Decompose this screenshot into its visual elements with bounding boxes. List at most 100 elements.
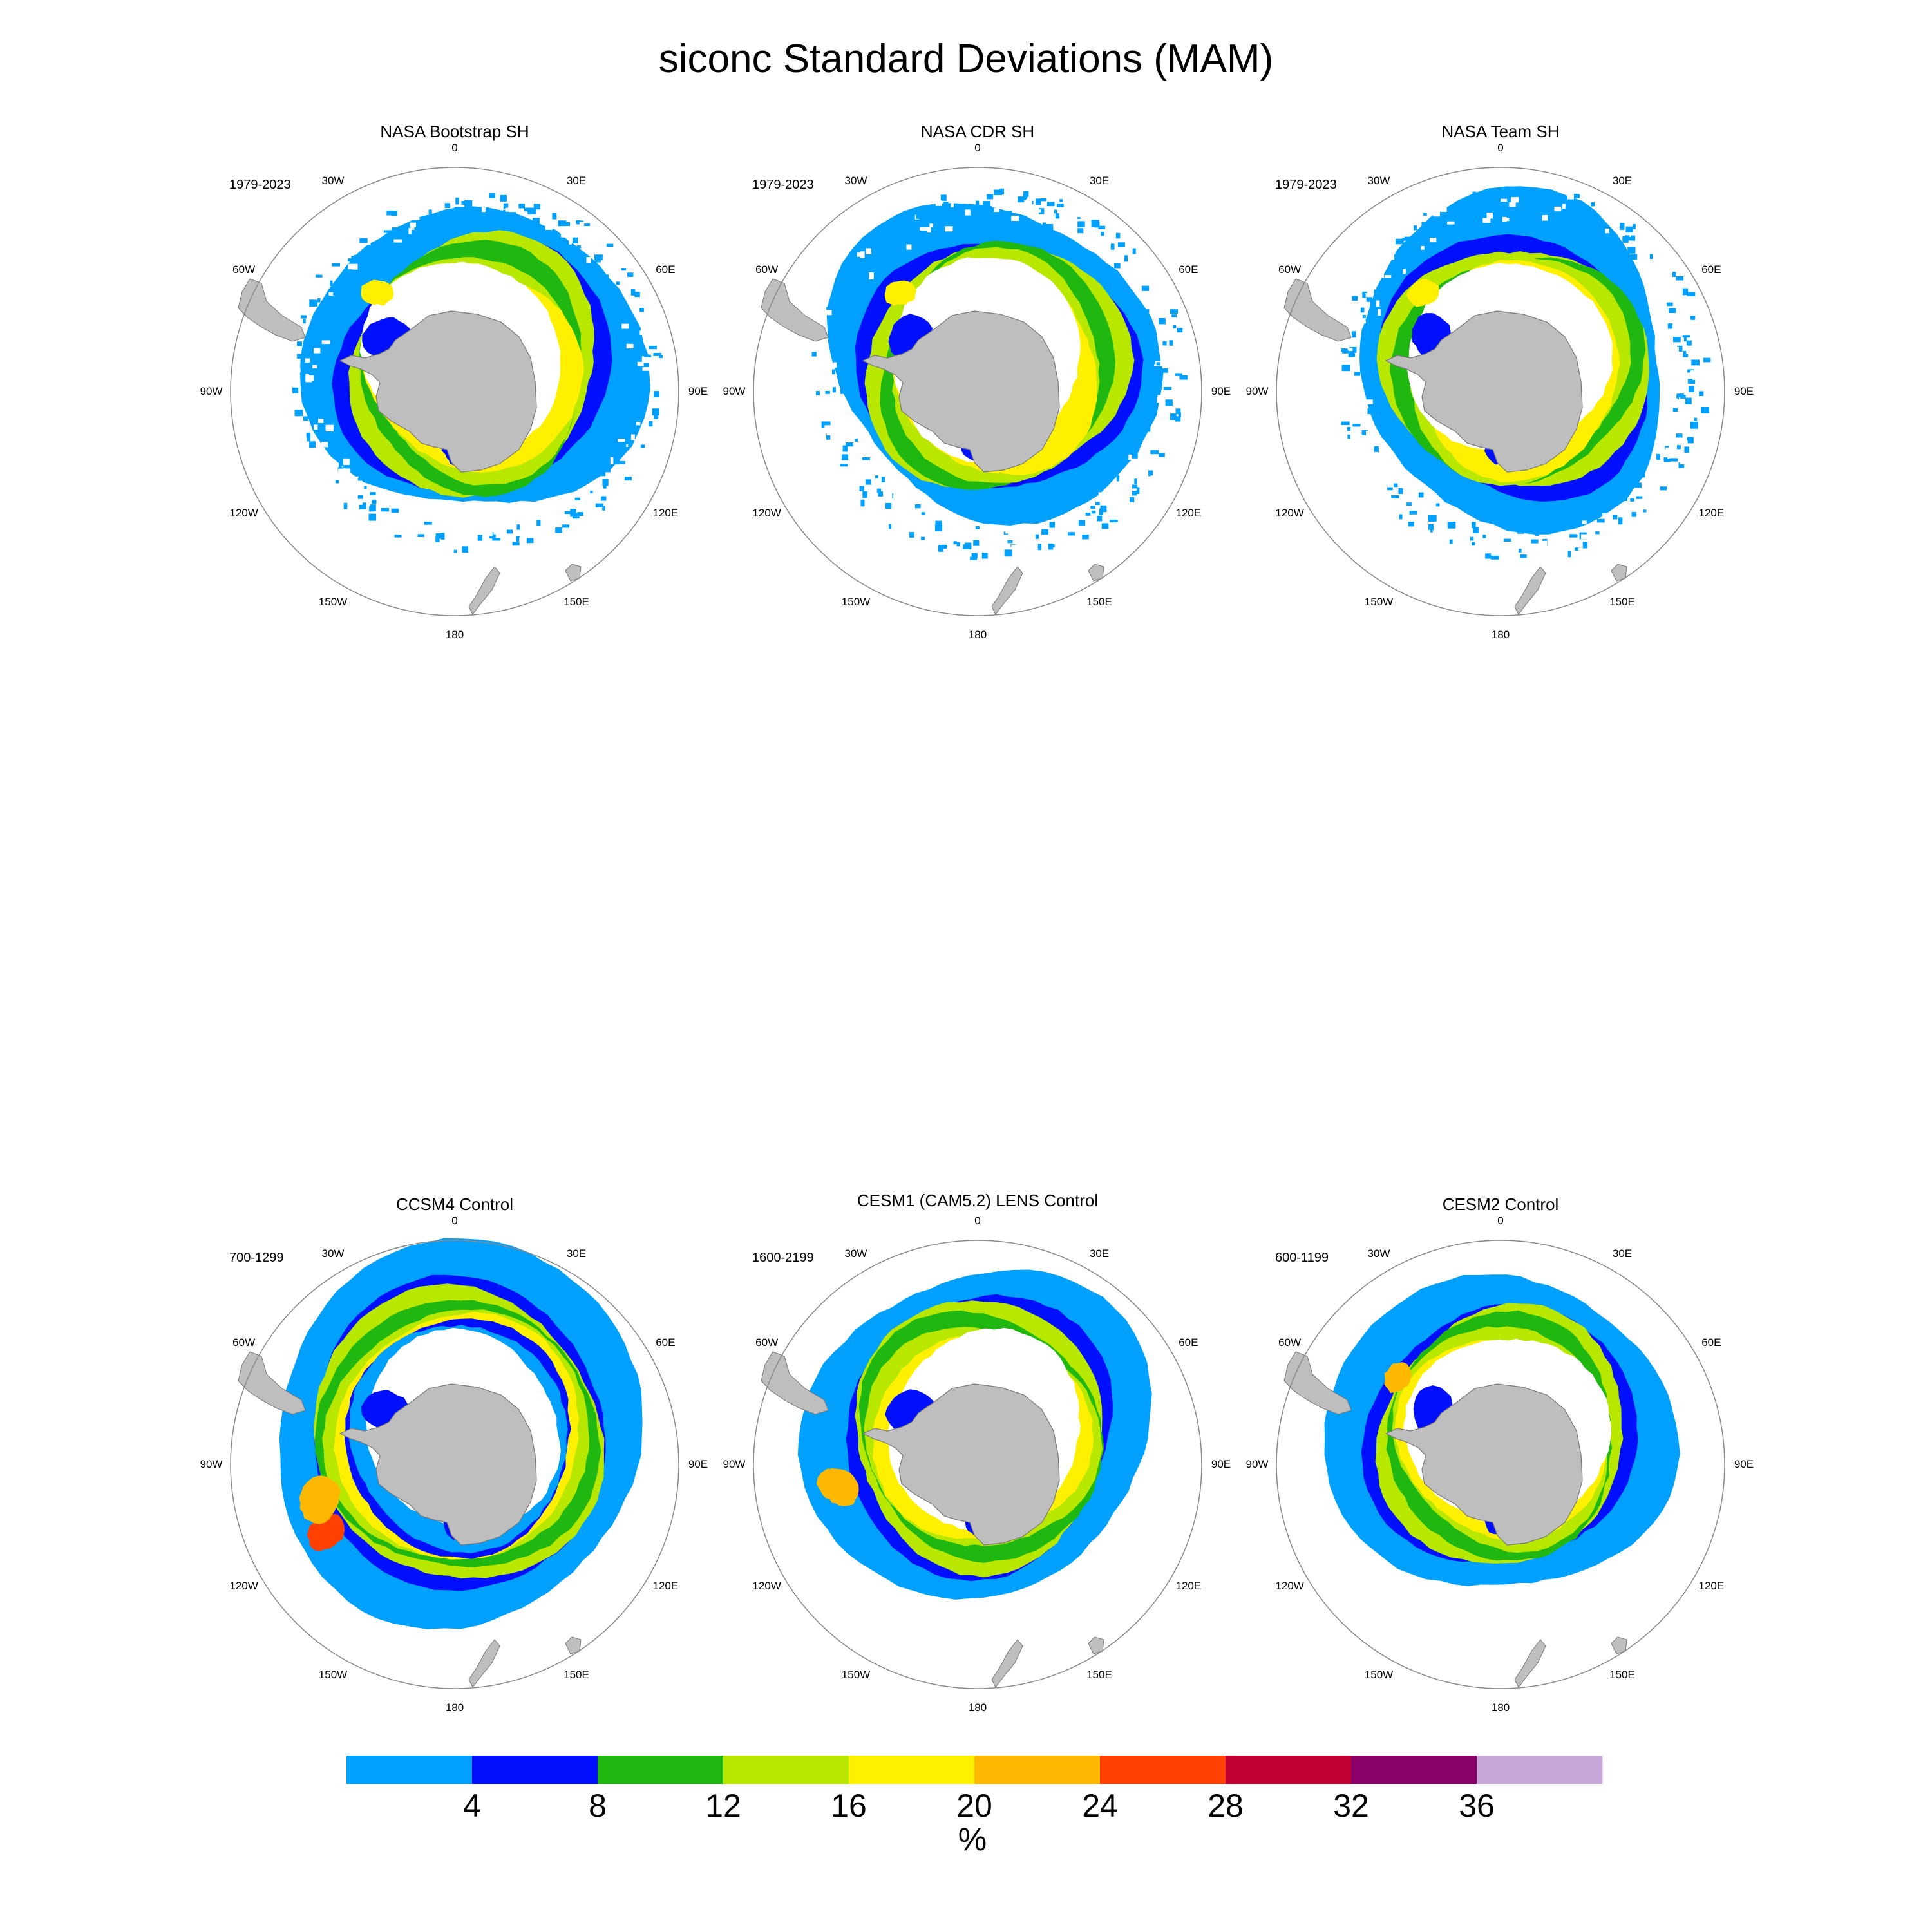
sea-ice-speck xyxy=(1148,470,1153,477)
antarctica-landmass xyxy=(339,310,537,473)
sea-ice-speck xyxy=(518,204,525,209)
sea-ice-speck xyxy=(461,201,468,205)
sea-ice-speck xyxy=(1085,512,1091,516)
sea-ice-speck xyxy=(1068,232,1075,236)
sea-ice-speck xyxy=(841,383,846,390)
sea-ice-speck xyxy=(609,495,616,501)
sea-ice-speck xyxy=(1135,487,1140,495)
sea-ice-speck xyxy=(864,467,869,472)
sea-ice-speck xyxy=(1595,531,1600,535)
sea-ice-speck xyxy=(1703,357,1711,363)
map-2 xyxy=(753,167,1202,616)
sea-ice-speck xyxy=(971,211,979,216)
colorbar-tick-label: 16 xyxy=(831,1788,867,1824)
sea-ice-speck xyxy=(536,520,541,526)
sea-ice-speck xyxy=(935,520,942,525)
sea-ice-speck xyxy=(1687,292,1696,297)
longitude-label: 150W xyxy=(318,1669,348,1681)
south-america-landmass xyxy=(1283,278,1352,342)
south-america-landmass xyxy=(238,1351,306,1415)
sea-ice-speck xyxy=(1341,319,1349,327)
sea-ice-speck xyxy=(1685,364,1689,370)
sea-ice-speck xyxy=(470,542,478,549)
sea-ice-speck xyxy=(306,374,310,377)
tasmania-landmass xyxy=(1611,1636,1627,1654)
sea-ice-speck xyxy=(1055,213,1059,219)
sea-ice-speck xyxy=(1359,348,1366,355)
tasmania-landmass xyxy=(1088,564,1104,582)
sea-ice-speck xyxy=(641,298,647,304)
longitude-label: 0 xyxy=(974,1215,981,1227)
colorbar-tick-label: 32 xyxy=(1333,1788,1369,1824)
sea-ice-speck xyxy=(1339,372,1344,377)
sea-ice-speck xyxy=(1101,516,1105,519)
south-america-landmass xyxy=(761,1351,829,1415)
sea-ice-speck xyxy=(1159,453,1165,457)
sea-ice-speck xyxy=(1030,538,1037,545)
sea-ice-speck xyxy=(1018,553,1022,559)
sea-ice-speck xyxy=(1047,202,1055,207)
sea-ice-speck xyxy=(572,524,580,531)
sea-ice-speck xyxy=(1378,309,1381,316)
sea-ice-speck xyxy=(1370,299,1375,305)
sea-ice-speck xyxy=(512,531,517,537)
sea-ice-speck xyxy=(1602,513,1606,518)
longitude-label: 60W xyxy=(1278,1336,1302,1349)
sea-ice-speck xyxy=(987,194,994,200)
sea-ice-speck xyxy=(1502,216,1507,222)
sea-ice-speck xyxy=(1687,437,1694,441)
sea-ice-speck xyxy=(370,488,374,492)
sea-ice-speck xyxy=(309,340,314,346)
sea-ice-speck xyxy=(509,212,516,219)
longitude-label: 30E xyxy=(1612,174,1633,187)
sea-ice-speck xyxy=(838,405,842,410)
figure-title: siconc Standard Deviations (MAM) xyxy=(658,37,1274,81)
sea-ice-speck xyxy=(464,527,468,531)
new-zealand-landmass xyxy=(991,1639,1023,1688)
sea-ice-speck xyxy=(1669,458,1678,462)
sea-ice-speck xyxy=(617,311,620,315)
sea-ice-speck xyxy=(1066,522,1074,529)
longitude-label: 150E xyxy=(1609,1669,1635,1681)
sea-ice-speck xyxy=(1625,226,1633,233)
tasmania-landmass xyxy=(565,1636,582,1654)
sea-ice-speck xyxy=(1673,398,1678,402)
sea-ice-speck xyxy=(629,417,637,421)
sea-ice-speck xyxy=(1636,496,1643,499)
sea-ice-speck xyxy=(1372,451,1379,457)
sea-ice-speck xyxy=(1429,238,1437,243)
sea-ice-speck xyxy=(842,454,849,460)
sea-ice-speck xyxy=(1509,202,1516,207)
sea-ice-speck xyxy=(1144,309,1150,313)
sea-ice-speck xyxy=(842,422,847,428)
sea-ice-speck xyxy=(338,468,345,473)
sea-ice-speck xyxy=(468,539,477,543)
sea-ice-speck xyxy=(1447,221,1455,225)
sea-ice-speck xyxy=(956,542,960,547)
sea-ice-speck xyxy=(1663,457,1668,462)
sea-ice-speck xyxy=(1472,542,1475,546)
sea-ice-speck xyxy=(889,524,892,529)
sea-ice-speck xyxy=(370,492,376,495)
sea-ice-speck xyxy=(1046,224,1054,231)
sea-ice-speck xyxy=(833,362,837,368)
sea-ice-speck xyxy=(1571,194,1580,198)
sea-ice-speck xyxy=(477,535,483,541)
sea-ice-speck xyxy=(352,263,358,270)
sea-ice-speck xyxy=(1037,544,1041,551)
sea-ice-speck xyxy=(1108,229,1113,235)
sea-ice-speck xyxy=(1581,226,1586,231)
sea-ice-speck xyxy=(1562,204,1566,209)
sea-ice-speck xyxy=(1052,544,1055,547)
sea-ice-speck xyxy=(1039,198,1046,202)
sea-ice-speck xyxy=(641,374,648,379)
sea-ice-speck xyxy=(316,274,323,278)
longitude-label: 180 xyxy=(968,1701,987,1714)
sea-ice-speck xyxy=(305,375,314,383)
sea-ice-speck xyxy=(1402,238,1409,241)
sea-ice-speck xyxy=(1649,254,1653,260)
sea-ice-speck xyxy=(491,534,496,539)
sea-ice-speck xyxy=(605,274,609,281)
longitude-label: 60W xyxy=(1278,263,1302,276)
sea-ice-speck xyxy=(1672,272,1676,277)
